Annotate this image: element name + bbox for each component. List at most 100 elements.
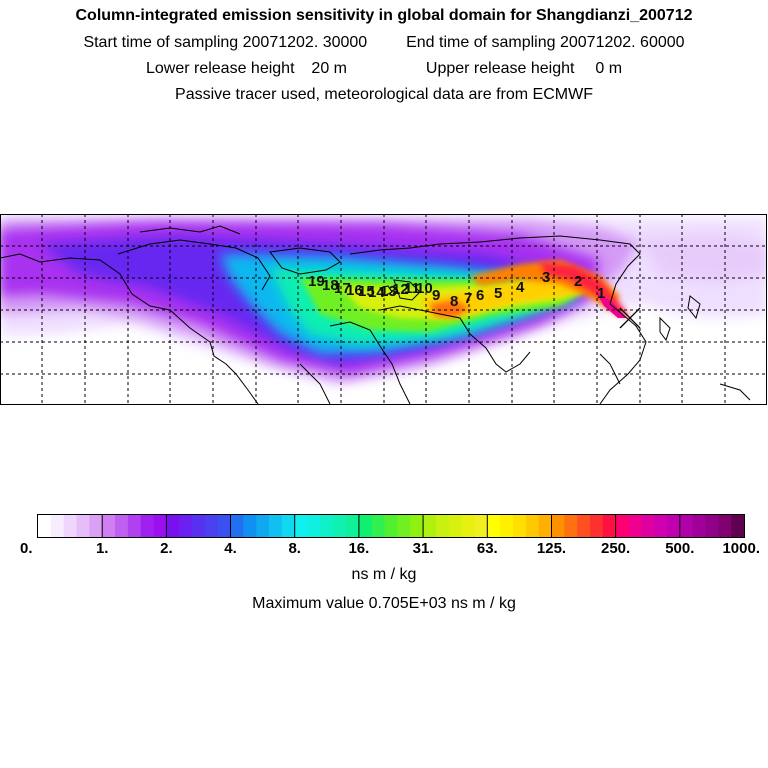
colorbar-swatch bbox=[705, 515, 719, 537]
colorbar-swatch bbox=[50, 515, 65, 537]
colorbar-swatch bbox=[448, 515, 462, 537]
colorbar-tick-label: 125. bbox=[537, 540, 566, 557]
colorbar-tick-label: 1000. bbox=[722, 540, 760, 557]
colorbar-swatch bbox=[654, 515, 668, 537]
lower-release-value: 20 m bbox=[311, 60, 347, 77]
colorbar-swatch bbox=[692, 515, 706, 537]
colorbar-swatch bbox=[307, 515, 321, 537]
colorbar-swatch bbox=[602, 515, 617, 537]
colorbar-swatch bbox=[410, 515, 424, 537]
colorbar-swatch bbox=[115, 515, 129, 537]
colorbar-swatch bbox=[615, 515, 629, 537]
trajectory-label: 4 bbox=[516, 279, 525, 296]
colorbar-swatch bbox=[538, 515, 552, 537]
colorbar-swatch bbox=[564, 515, 578, 537]
colorbar-swatch bbox=[551, 515, 565, 537]
trajectory-label: 13 bbox=[380, 283, 397, 300]
colorbar-swatch bbox=[525, 515, 540, 537]
start-time-label: Start time of sampling bbox=[83, 34, 239, 51]
colorbar-tick-label: 250. bbox=[601, 540, 630, 557]
colorbar-swatch bbox=[461, 515, 475, 537]
end-time-value: 20071202. 60000 bbox=[559, 34, 685, 51]
colorbar-swatch bbox=[500, 515, 514, 537]
colorbar-unit: ns m / kg bbox=[351, 566, 417, 583]
colorbar-swatch bbox=[679, 515, 694, 537]
trajectory-label: 6 bbox=[476, 287, 484, 304]
colorbar-swatch bbox=[102, 515, 116, 537]
colorbar-swatch bbox=[63, 515, 77, 537]
trajectory-label: 19 bbox=[308, 273, 325, 290]
colorbar-tick-label: 500. bbox=[665, 540, 694, 557]
colorbar-swatch bbox=[346, 515, 360, 537]
start-time-value: 20071202. 30000 bbox=[242, 34, 368, 51]
colorbar-tick-label: 2. bbox=[160, 540, 173, 557]
colorbar-swatches bbox=[38, 515, 745, 537]
colorbar-tick-label: 0. bbox=[20, 540, 33, 557]
trajectory-label: 14 bbox=[368, 284, 385, 301]
colorbar-swatch bbox=[666, 515, 681, 537]
trajectory-label: 2 bbox=[574, 273, 582, 290]
colorbar-swatch bbox=[179, 515, 193, 537]
colorbar-swatch bbox=[589, 515, 604, 537]
colorbar-swatch bbox=[281, 515, 296, 537]
colorbar-swatch bbox=[204, 515, 219, 537]
coastlines bbox=[0, 225, 751, 404]
colorbar-swatch bbox=[731, 515, 745, 537]
trajectory-label: 11 bbox=[404, 280, 420, 297]
colorbar-swatch bbox=[371, 515, 385, 537]
trajectory-label: 17 bbox=[334, 280, 351, 297]
colorbar-swatch bbox=[76, 515, 90, 537]
release-heights: Lower release height 20 m Upper release … bbox=[0, 60, 768, 78]
colorbar-swatch bbox=[127, 515, 142, 537]
maximum-value: Maximum value 0.705E+03 ns m / kg bbox=[0, 595, 768, 613]
colorbar-swatch bbox=[384, 515, 398, 537]
trajectory-label: 1 bbox=[597, 285, 605, 302]
colorbar-swatch bbox=[628, 515, 642, 537]
colorbar-swatch bbox=[487, 515, 501, 537]
trajectory-label: 9 bbox=[432, 287, 440, 304]
colorbar-swatch bbox=[577, 515, 591, 537]
colorbar-swatch bbox=[512, 515, 527, 537]
colorbar-tick-label: 63. bbox=[477, 540, 498, 557]
trajectory-label: 15 bbox=[358, 283, 375, 300]
trajectory-label: 10 bbox=[416, 280, 433, 297]
colorbar-swatch bbox=[89, 515, 103, 537]
colorbar-tick-labels: 0. 1. 2. 4. 8. 16. 31. 63. 125. 250. 500. 1000. bbox=[20, 540, 760, 557]
colorbar-tick-label: 1. bbox=[96, 540, 109, 557]
map-frame bbox=[0, 214, 767, 405]
trajectory-label: 16 bbox=[346, 282, 363, 299]
end-time-label: End time of sampling bbox=[406, 34, 556, 51]
release-site-marker bbox=[619, 307, 641, 329]
colorbar-swatch bbox=[320, 515, 334, 537]
trajectory-label: 18 bbox=[322, 277, 339, 294]
colorbar-swatch bbox=[38, 515, 52, 537]
colorbar-swatch bbox=[435, 515, 450, 537]
colorbar-swatch bbox=[333, 515, 347, 537]
colorbar-swatch bbox=[256, 515, 270, 537]
sampling-times: Start time of sampling 20071202. 30000 E… bbox=[0, 34, 768, 52]
trajectory-label: 5 bbox=[494, 285, 502, 302]
colorbar-swatch bbox=[423, 515, 437, 537]
colorbar-swatch bbox=[217, 515, 231, 537]
trajectory-label: 7 bbox=[464, 290, 472, 307]
upper-release-value: 0 m bbox=[595, 60, 623, 77]
colorbar-swatch bbox=[166, 515, 180, 537]
colorbar-swatch bbox=[243, 515, 257, 537]
maximum-value-number: 0.705E+03 ns m / kg bbox=[368, 595, 516, 612]
maximum-value-label: Maximum value bbox=[252, 595, 365, 612]
colorbar-swatch bbox=[718, 515, 732, 537]
lower-release-label: Lower release height bbox=[145, 60, 295, 77]
colorbar-tick-label: 4. bbox=[224, 540, 237, 557]
colorbar-swatch bbox=[230, 515, 244, 537]
trajectory-label: 3 bbox=[542, 269, 550, 286]
colorbar-swatch bbox=[641, 515, 655, 537]
colorbar-swatch bbox=[153, 515, 167, 537]
trajectory-label: 8 bbox=[450, 293, 458, 310]
colorbar-swatch bbox=[192, 515, 206, 537]
colorbar-frame bbox=[37, 514, 745, 538]
trajectory-label: 12 bbox=[392, 281, 409, 298]
upper-release-label: Upper release height bbox=[425, 60, 575, 77]
colorbar-swatch bbox=[397, 515, 411, 537]
